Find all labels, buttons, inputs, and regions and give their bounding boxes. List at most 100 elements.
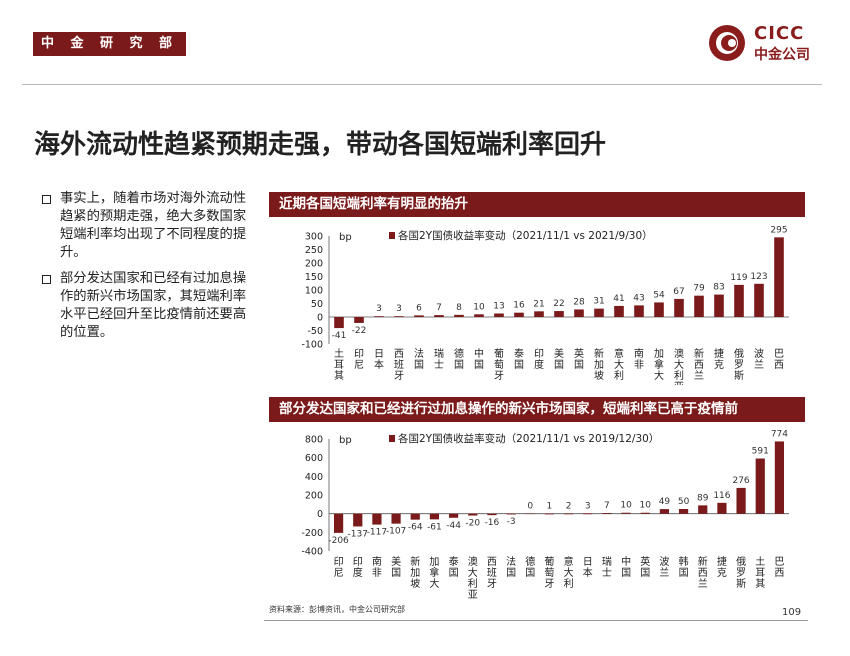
- data-label: 774: [771, 429, 788, 439]
- category-label: 英: [640, 555, 650, 568]
- category-label: 法: [506, 555, 516, 568]
- bullet-item: 事实上，随着市场对海外流动性趋紧的预期走强，绝大多数国家短端利率均出现了不同程度…: [42, 190, 257, 262]
- category-label: 意: [564, 555, 574, 568]
- data-label: 49: [659, 497, 671, 507]
- category-label: 本: [583, 566, 593, 579]
- legend-swatch: [389, 435, 395, 442]
- category-label: 克: [714, 359, 724, 371]
- category-label: 班: [394, 359, 404, 371]
- bullet-square-icon: [42, 195, 51, 204]
- data-label: 2: [566, 501, 572, 511]
- bar: [468, 513, 478, 516]
- logo-text-en: CICC: [754, 23, 805, 44]
- category-label: 国: [574, 359, 584, 371]
- data-label: 67: [673, 287, 684, 297]
- category-label: 拿: [654, 358, 664, 371]
- category-label: 巴: [774, 348, 784, 360]
- category-label: 大: [468, 566, 478, 579]
- data-label: 22: [553, 299, 564, 309]
- y-tick-label: 200: [305, 491, 323, 502]
- category-label: 韩: [679, 555, 689, 568]
- category-label: 大: [429, 577, 439, 590]
- category-label: 澳: [674, 347, 684, 360]
- category-label: 利: [468, 578, 478, 590]
- data-label: 13: [493, 301, 504, 311]
- bar: [374, 316, 384, 317]
- category-label: 利: [674, 370, 684, 382]
- section-tag: 中 金 研 究 部: [33, 32, 186, 56]
- bar: [659, 509, 670, 514]
- bar: [674, 298, 684, 317]
- bar: [602, 513, 612, 514]
- data-label: 3: [376, 304, 382, 314]
- category-label: 耳: [755, 567, 765, 579]
- category-label: 国: [506, 567, 516, 579]
- data-label: 6: [416, 303, 422, 313]
- bullet-item: 部分发达国家和已经有过加息操作的新兴市场国家，其短端利率水平已经回升至比疫情前还…: [42, 270, 257, 342]
- category-label: 国: [474, 359, 484, 371]
- data-label: -22: [352, 326, 367, 336]
- category-label: 大: [674, 358, 684, 371]
- category-label: 西: [394, 349, 404, 360]
- category-label: 大: [614, 358, 624, 371]
- data-label: -117: [367, 528, 387, 538]
- category-label: 印: [334, 556, 344, 568]
- header-divider: [22, 84, 822, 85]
- bar: [372, 513, 382, 525]
- y-tick-label: 250: [305, 245, 323, 256]
- bar: [734, 284, 744, 317]
- data-label: -3: [507, 517, 516, 527]
- data-label: 54: [653, 290, 665, 300]
- category-label: 利: [614, 370, 624, 382]
- chart1-svg: -100 -50 0 50 100 150 200 250 300 bp 各国2Y国债收益率变动（2…: [301, 225, 789, 385]
- bar: [454, 314, 464, 317]
- data-label: 8: [456, 303, 462, 313]
- category-label: 国: [554, 359, 564, 371]
- bar: [698, 505, 708, 514]
- bullet-text: 事实上，随着市场对海外流动性趋紧的预期走强，绝大多数国家短端利率均出现了不同程度…: [60, 191, 247, 260]
- category-label: 国: [679, 567, 689, 579]
- category-label: 俄: [734, 348, 744, 360]
- category-label: 牙: [394, 370, 404, 382]
- category-label: 英: [574, 347, 584, 360]
- data-label: 41: [613, 294, 624, 304]
- page-number: 109: [782, 607, 802, 618]
- data-label: -16: [485, 518, 500, 528]
- category-label: 度: [353, 566, 363, 579]
- bar: [353, 513, 363, 527]
- category-label: 南: [634, 347, 644, 360]
- bar: [614, 305, 624, 317]
- category-label: 非: [634, 359, 644, 371]
- category-label: 国: [454, 359, 464, 371]
- data-label: -41: [332, 331, 347, 341]
- category-label: 加: [594, 359, 604, 371]
- category-label: 新: [694, 347, 704, 360]
- category-label: 牙: [494, 370, 504, 382]
- category-label: 澳: [468, 555, 478, 568]
- y-axis-unit: bp: [339, 232, 352, 243]
- data-label: 50: [678, 497, 690, 507]
- category-label: 瑞: [602, 556, 612, 568]
- category-label: 日: [374, 349, 384, 360]
- category-label: 国: [621, 567, 631, 579]
- category-label: 牙: [487, 578, 497, 590]
- category-label: 大: [654, 369, 664, 382]
- bar: [506, 513, 516, 515]
- bar: [414, 315, 424, 317]
- category-label: 印: [353, 556, 363, 568]
- category-label: 国: [391, 567, 401, 579]
- category-label: 国: [514, 359, 524, 371]
- bar: [694, 295, 704, 317]
- category-label: 法: [414, 347, 424, 360]
- category-label: 斯: [734, 369, 744, 382]
- bar: [394, 316, 404, 317]
- category-label: 亚: [468, 590, 478, 601]
- category-label: 泰: [514, 347, 524, 360]
- cicc-logo: CICC 中金公司: [708, 22, 826, 66]
- chart2-title: 部分发达国家和已经进行过加息操作的新兴市场国家，短端利率已高于疫情前: [269, 397, 805, 422]
- data-label: 43: [633, 293, 644, 303]
- category-label: 国: [525, 567, 535, 579]
- category-label: 亚: [674, 382, 684, 385]
- bar: [354, 317, 364, 323]
- category-label: 土: [334, 347, 344, 360]
